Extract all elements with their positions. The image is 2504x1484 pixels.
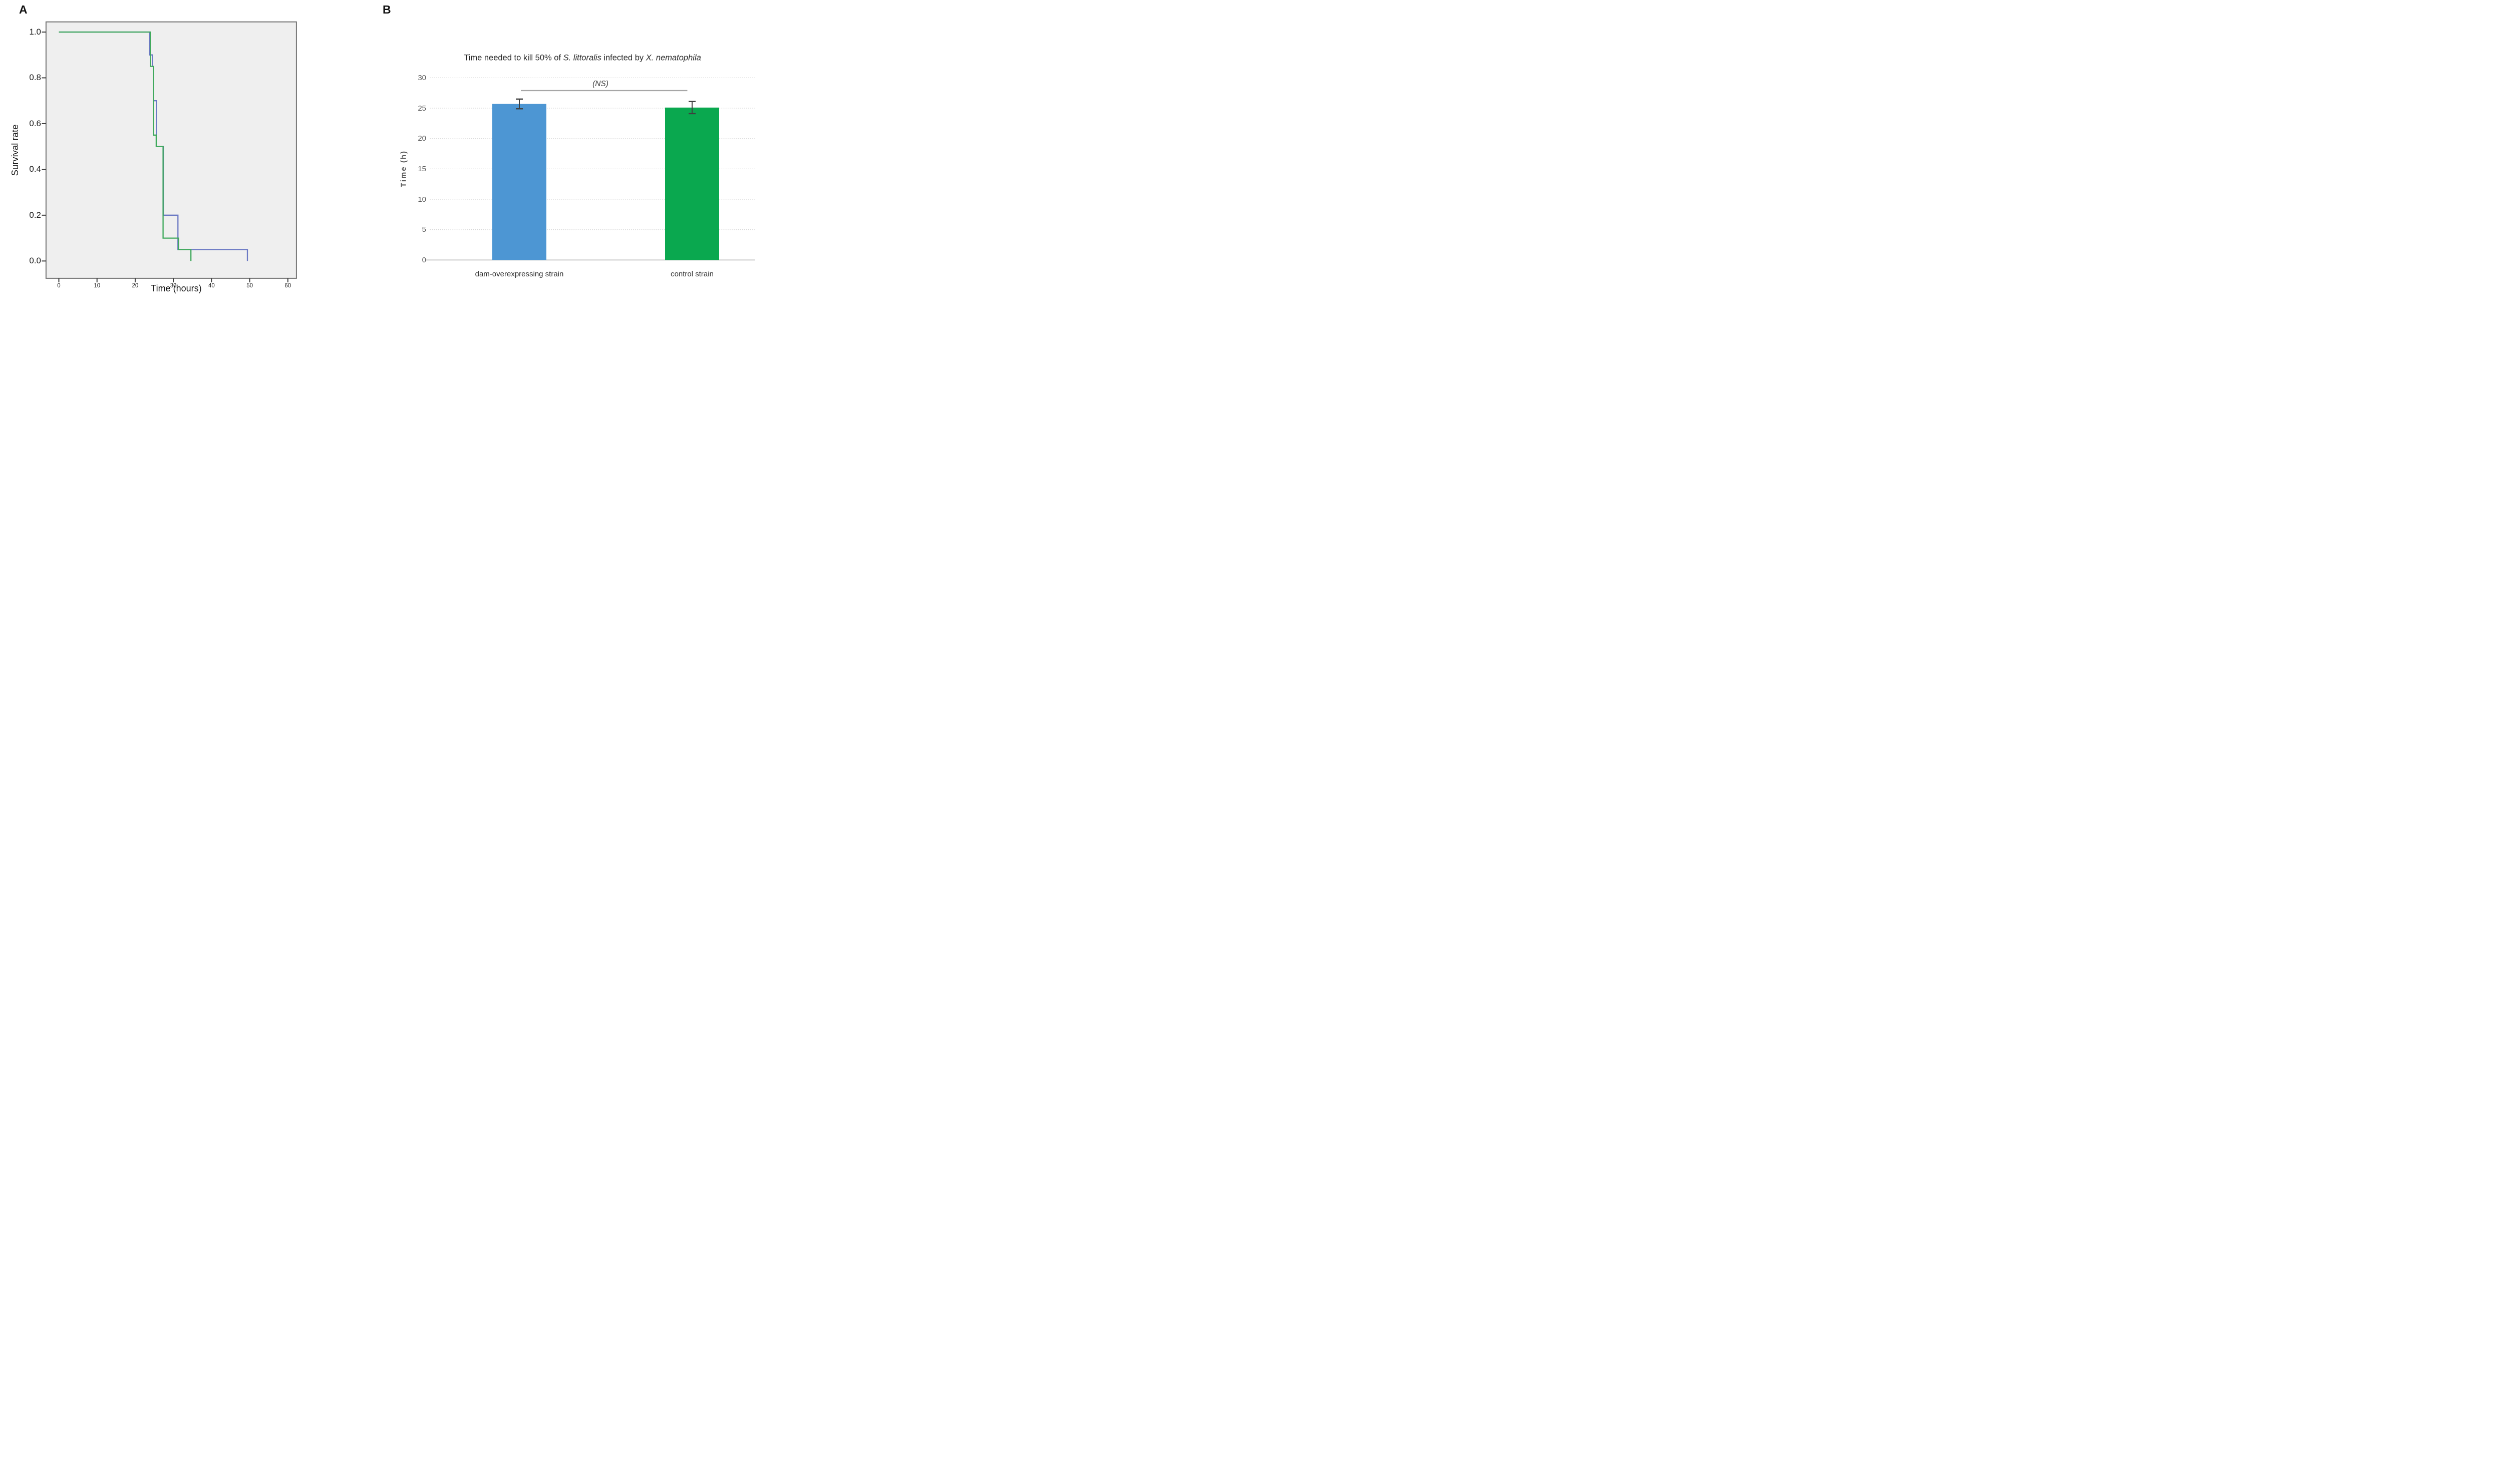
panel-a-plot-area [45,21,297,279]
bar-dam-strain [492,104,546,260]
survival-curve-control [59,31,192,261]
figure-canvas [42,21,755,282]
figure-page: A B Survival rate Time (hours) Time (h) … [0,0,782,301]
bar-control-strain [665,107,719,260]
